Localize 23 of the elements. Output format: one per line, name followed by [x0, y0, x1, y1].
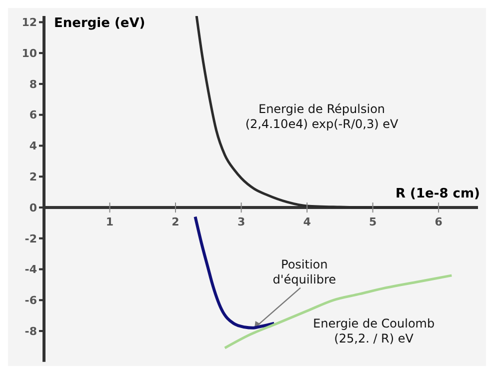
y-tick-label: 0: [29, 201, 38, 214]
line-series: [224, 274, 453, 350]
y-tick-label: 12: [22, 16, 37, 30]
x-tick-label: 6: [434, 216, 443, 229]
x-tick-label: 5: [368, 216, 377, 229]
y-tick-label: -8: [24, 324, 37, 338]
y-tick-label: 2: [29, 170, 37, 184]
x-tick-label: 3: [237, 216, 246, 229]
x-axis-title: R (1e-8 cm): [396, 186, 480, 202]
y-tick-label: 6: [29, 108, 38, 122]
annotation: Energie de Répulsion (2,4.10e4) exp(-R/0,3) eV: [245, 102, 399, 131]
y-tick-label: 10: [22, 46, 38, 60]
y-axis-title: Energie (eV): [54, 16, 146, 32]
y-tick-label: -2: [24, 232, 37, 246]
y-tick-label: 4: [29, 140, 38, 153]
x-tick-label: 2: [172, 216, 180, 229]
y-tick-label: -6: [24, 294, 38, 308]
annotation: Position d'équilibre: [272, 258, 336, 287]
y-tick-label: -4: [24, 263, 38, 276]
x-tick-label: 4: [303, 216, 312, 229]
y-tick-label: 8: [29, 78, 37, 91]
annotation: Energie de Coulomb (25,2. / R) eV: [313, 316, 435, 346]
x-tick-label: 1: [106, 216, 114, 229]
